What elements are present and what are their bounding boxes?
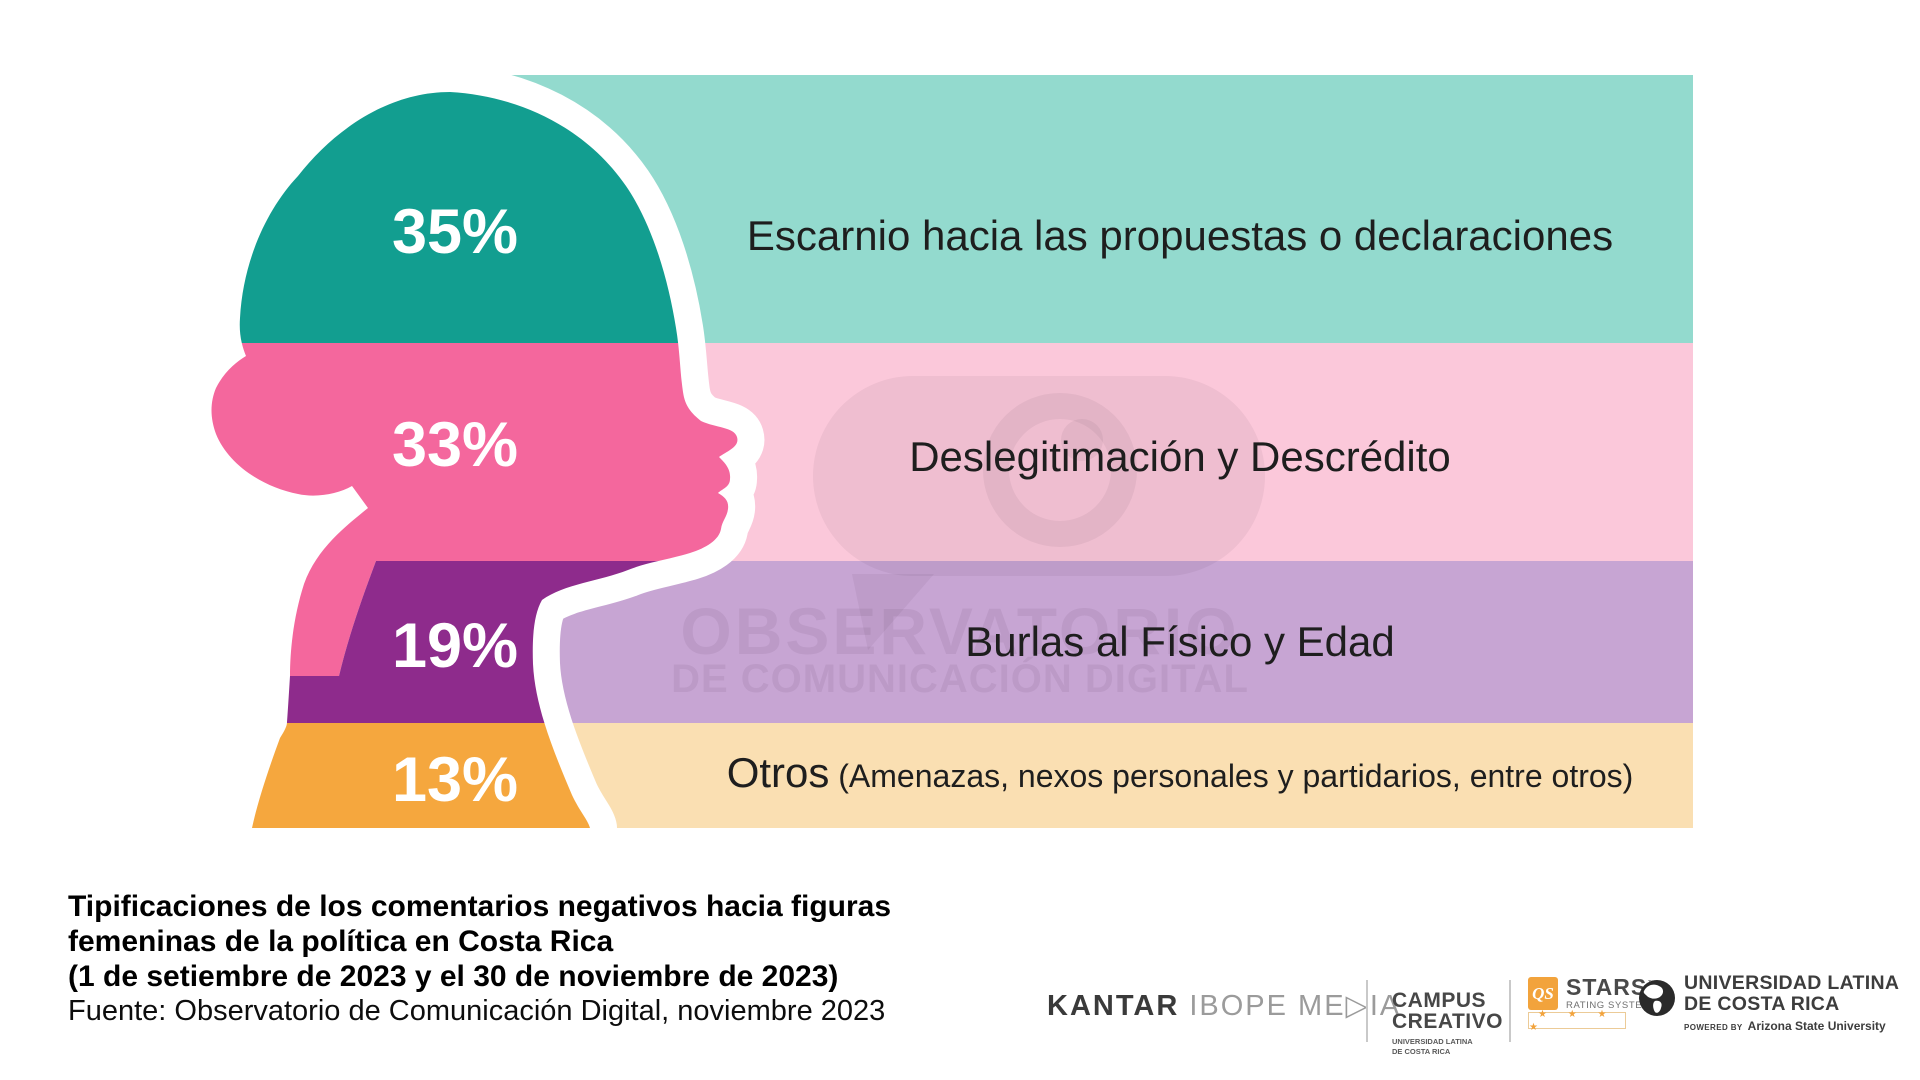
caption-source: Fuente: Observatorio de Comunicación Dig… bbox=[68, 995, 886, 1027]
globe-icon bbox=[1639, 980, 1675, 1016]
caption-block: Tipificaciones de los comentarios negati… bbox=[68, 889, 891, 1029]
latina-asu: Arizona State University bbox=[1747, 1019, 1886, 1033]
campus-line1: CAMPUS bbox=[1392, 989, 1487, 1012]
latina-powered-row: POWERED BY Arizona State University bbox=[1684, 1019, 1899, 1033]
silhouette-section-teal bbox=[239, 92, 679, 343]
caption-title-line1: Tipificaciones de los comentarios negati… bbox=[68, 890, 892, 923]
category-label-escarnio: Escarnio hacia las propuestas o declarac… bbox=[747, 212, 1613, 259]
latina-line1: UNIVERSIDAD LATINA bbox=[1684, 972, 1900, 994]
silhouette-section-orange bbox=[252, 723, 590, 828]
percent-value-otros: 13% bbox=[392, 745, 518, 815]
qs-star-rating-icon: ★ ★ ★ ★ bbox=[1528, 1009, 1626, 1033]
watermark-eye-pupil bbox=[1061, 419, 1103, 461]
percent-value-burlas: 19% bbox=[392, 611, 518, 681]
globe-north-america bbox=[1643, 984, 1664, 999]
watermark-eye-ring bbox=[983, 393, 1137, 547]
percent-labels: 35% 33% 19% 13% bbox=[392, 197, 518, 815]
watermark-bubble bbox=[813, 376, 1265, 576]
category-label-burlas: Burlas al Físico y Edad bbox=[965, 618, 1395, 665]
silhouette-section-pink bbox=[211, 343, 738, 676]
watermark-line2: DE COMUNICACIÓN DIGITAL bbox=[671, 655, 1249, 701]
latina-powered-by: POWERED BY bbox=[1684, 1023, 1743, 1032]
watermark: OBSERVATORIO DE COMUNICACIÓN DIGITAL bbox=[671, 376, 1265, 701]
caption-title-line3: (1 de setiembre de 2023 y el 30 de novie… bbox=[68, 960, 839, 993]
woman-profile-silhouette bbox=[211, 92, 738, 828]
kantar-ibope-media-logo: KANTAR IBOPE ME▷IA bbox=[1047, 988, 1401, 1023]
category-labels: Escarnio hacia las propuestas o declarac… bbox=[727, 212, 1634, 796]
kantar-wordmark: KANTAR bbox=[1047, 990, 1180, 1022]
ibope-media-wordmark: IBOPE ME▷IA bbox=[1189, 990, 1402, 1022]
universidad-latina-logo: UNIVERSIDAD LATINA DE COSTA RICA POWERED… bbox=[1684, 972, 1900, 1034]
globe-south-america bbox=[1653, 1000, 1662, 1013]
category-label-otros-main: Otros bbox=[727, 749, 830, 796]
footer-divider-1 bbox=[1366, 980, 1368, 1042]
campus-line2: CREATIVO bbox=[1392, 1010, 1503, 1033]
qs-rating-system-label: RATING SYSTEM bbox=[1566, 1000, 1651, 1011]
qs-stars-wordmark: STARS™ bbox=[1566, 974, 1657, 1001]
campus-sub2: DE COSTA RICA bbox=[1392, 1046, 1451, 1056]
watermark-bubble-tail bbox=[852, 574, 934, 650]
percent-value-deslegitimacion: 33% bbox=[392, 410, 518, 480]
band-light-orange bbox=[420, 723, 1693, 828]
latina-line2: DE COSTA RICA bbox=[1684, 993, 1840, 1015]
category-label-otros: Otros (Amenazas, nexos personales y part… bbox=[727, 749, 1634, 796]
category-label-deslegitimacion: Deslegitimación y Descrédito bbox=[909, 433, 1451, 480]
watermark-line1: OBSERVATORIO bbox=[680, 594, 1239, 668]
campus-creativo-logo: CAMPUS CREATIVO UNIVERSIDAD LATINA DE CO… bbox=[1392, 990, 1503, 1056]
caption-title-line2: femeninas de la política en Costa Rica bbox=[68, 925, 614, 958]
footer-divider-2 bbox=[1509, 980, 1511, 1042]
qs-badge-icon: QS bbox=[1528, 977, 1558, 1010]
campus-sub1: UNIVERSIDAD LATINA bbox=[1392, 1037, 1473, 1046]
category-label-otros-detail: (Amenazas, nexos personales y partidario… bbox=[829, 758, 1633, 794]
qs-stars-name: STARS bbox=[1566, 974, 1648, 1000]
qs-badge-text: QS bbox=[1532, 983, 1554, 1003]
percent-value-escarnio: 35% bbox=[392, 197, 518, 267]
